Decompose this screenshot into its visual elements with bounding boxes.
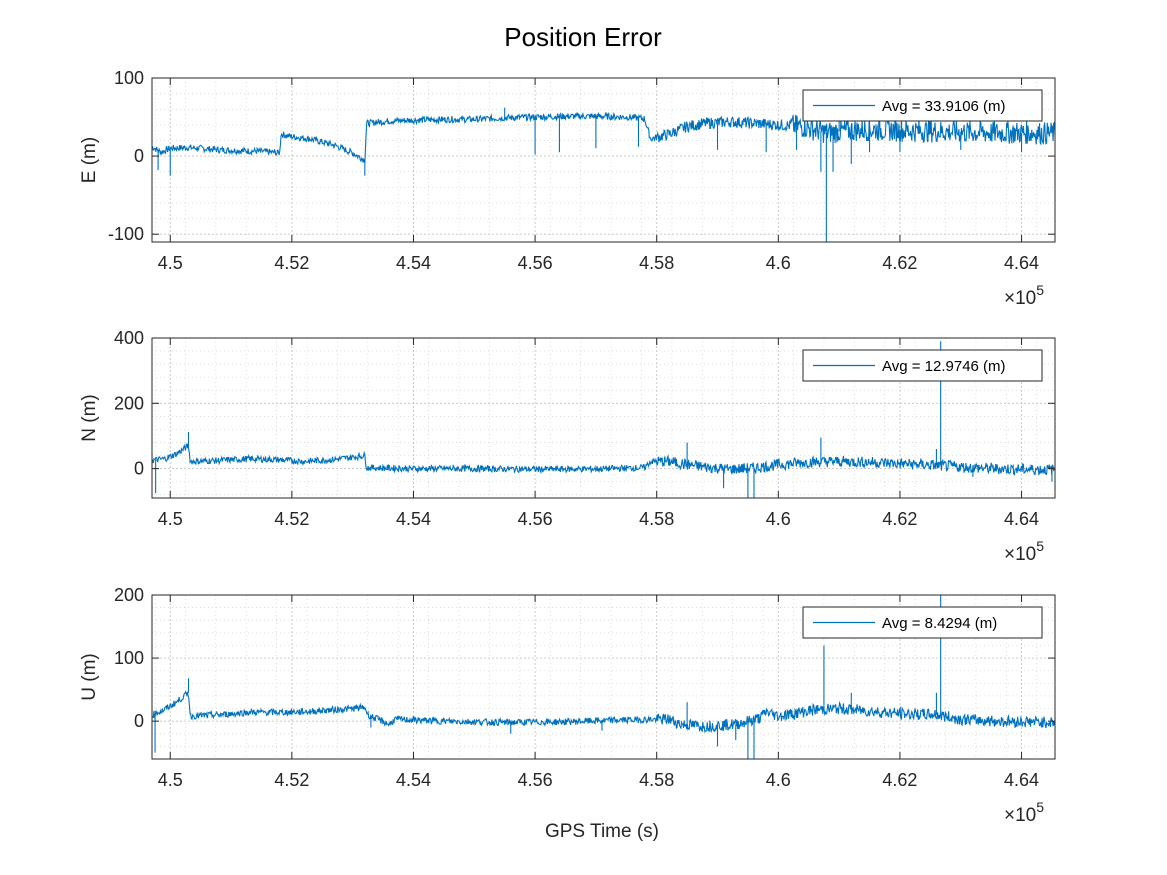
legend-label: Avg = 8.4294 (m) <box>882 615 997 632</box>
x-tick-label: 4.6 <box>766 770 791 790</box>
y-tick-label: -100 <box>108 224 144 244</box>
y-tick-label: 0 <box>134 711 144 731</box>
x-tick-label: 4.54 <box>396 770 431 790</box>
x-tick-label: 4.54 <box>396 509 431 529</box>
x-tick-label: 4.58 <box>639 770 674 790</box>
series-line <box>152 442 1055 476</box>
x-tick-label: 4.6 <box>766 509 791 529</box>
legend: Avg = 12.9746 (m) <box>802 349 1043 382</box>
legend: Avg = 8.4294 (m) <box>802 606 1043 639</box>
x-exponent-label: ×105 <box>1004 799 1044 826</box>
subplot-1: 4.5 4.52 4.54 4.56 4.58 4.6 4.62 4.64 -100 0 100 E … <box>79 68 1056 309</box>
x-tick-label: 4.5 <box>158 509 183 529</box>
y-tick-label: 200 <box>114 585 144 605</box>
series-line <box>152 111 1055 163</box>
x-tick-label: 4.56 <box>518 770 553 790</box>
legend-label: Avg = 33.9106 (m) <box>882 98 1006 115</box>
x-tick-label: 4.62 <box>882 253 917 273</box>
y-axis-label: E (m) <box>79 137 100 183</box>
x-tick-label: 4.54 <box>396 253 431 273</box>
x-tick-label: 4.52 <box>274 253 309 273</box>
x-exponent-label: ×105 <box>1004 282 1044 309</box>
x-tick-label: 4.64 <box>1004 770 1039 790</box>
x-exponent-label: ×105 <box>1004 538 1044 565</box>
x-tick-label: 4.62 <box>882 770 917 790</box>
x-tick-label: 4.6 <box>766 253 791 273</box>
x-axis-label: GPS Time (s) <box>545 821 659 842</box>
x-tick-label: 4.5 <box>158 253 183 273</box>
x-tick-label: 4.64 <box>1004 509 1039 529</box>
y-tick-label: 100 <box>114 68 144 88</box>
y-tick-label: 400 <box>114 328 144 348</box>
axes-box <box>151 77 1056 243</box>
y-axis-label: U (m) <box>79 653 100 700</box>
x-tick-label: 4.5 <box>158 770 183 790</box>
y-tick-label: 0 <box>134 459 144 479</box>
legend: Avg = 33.9106 (m) <box>802 89 1043 122</box>
y-tick-label: 0 <box>134 146 144 166</box>
axes-box <box>151 337 1056 499</box>
axes-box <box>151 594 1056 760</box>
legend-label: Avg = 12.9746 (m) <box>882 358 1006 375</box>
x-tick-label: 4.56 <box>518 253 553 273</box>
x-tick-label: 4.62 <box>882 509 917 529</box>
subplot-2: 4.5 4.52 4.54 4.56 4.58 4.6 4.62 4.64 0 200 400 N (… <box>79 328 1056 565</box>
x-tick-label: 4.64 <box>1004 253 1039 273</box>
x-tick-label: 4.52 <box>274 509 309 529</box>
x-tick-label: 4.52 <box>274 770 309 790</box>
x-tick-label: 4.58 <box>639 253 674 273</box>
series-line <box>152 690 1055 734</box>
y-axis-label: N (m) <box>79 394 100 441</box>
y-tick-label: 100 <box>114 648 144 668</box>
y-tick-label: 200 <box>114 393 144 413</box>
x-tick-label: 4.58 <box>639 509 674 529</box>
chart-title: Position Error <box>504 22 662 52</box>
x-tick-label: 4.56 <box>518 509 553 529</box>
subplot-3: 4.5 4.52 4.54 4.56 4.58 4.6 4.62 4.64 0 100 200 U (… <box>79 585 1056 826</box>
